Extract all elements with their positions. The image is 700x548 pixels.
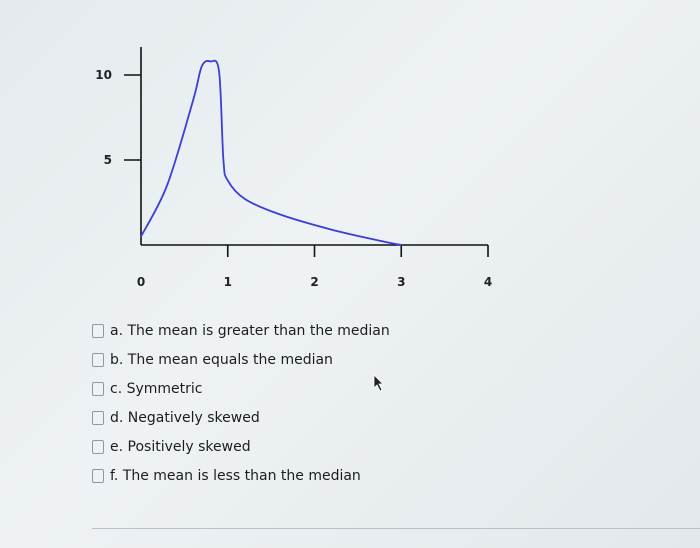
checkbox-d[interactable] [92,410,104,425]
bottom-divider [92,528,700,529]
distribution-curve [140,59,403,246]
checkbox-e[interactable] [92,439,104,454]
option-e[interactable]: e. Positively skewed [92,432,390,461]
option-d-label: d. Negatively skewed [110,409,260,426]
x-tick-label: 2 [310,275,318,289]
axis-ticks: 0 1 2 3 4 5 10 [95,68,492,289]
distribution-graph: 0 1 2 3 4 5 10 [95,47,492,289]
option-a-label: a. The mean is greater than the median [110,322,390,339]
option-c[interactable]: c. Symmetric [92,374,390,403]
y-tick-label: 10 [95,68,112,82]
option-b-label: b. The mean equals the median [110,351,333,368]
checkbox-f[interactable] [92,468,104,483]
x-tick-label: 4 [484,275,492,289]
checkbox-a[interactable] [92,323,104,338]
option-d[interactable]: d. Negatively skewed [92,403,390,432]
y-tick-label: 5 [104,153,112,167]
x-tick-label: 1 [224,275,232,289]
option-f-label: f. The mean is less than the median [110,467,361,484]
option-f[interactable]: f. The mean is less than the median [92,461,390,490]
option-a[interactable]: a. The mean is greater than the median [92,316,390,345]
option-b[interactable]: b. The mean equals the median [92,345,390,374]
checkbox-b[interactable] [92,352,104,367]
answer-options: a. The mean is greater than the median b… [92,316,390,490]
option-c-label: c. Symmetric [110,380,203,397]
x-tick-label: 0 [137,275,145,289]
x-tick-label: 3 [397,275,405,289]
checkbox-c[interactable] [92,381,104,396]
mouse-pointer-icon [373,374,384,392]
option-e-label: e. Positively skewed [110,438,251,455]
